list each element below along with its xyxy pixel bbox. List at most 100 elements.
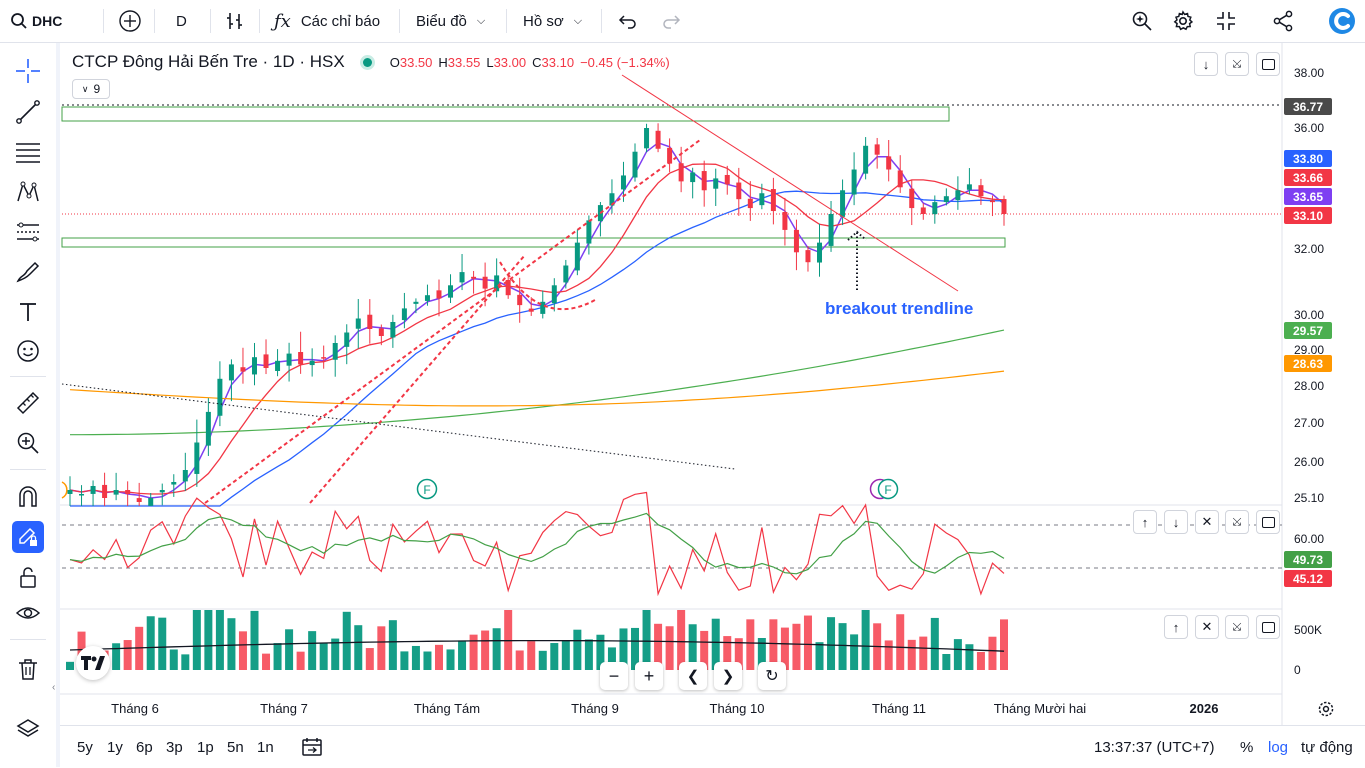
brush-icon — [16, 261, 40, 283]
chevron-down-icon: ⌵ — [573, 14, 583, 27]
pane-move-down-button[interactable]: ↓ — [1194, 52, 1218, 76]
auto-toggle[interactable]: tự động — [1301, 738, 1353, 756]
rsi-close-button[interactable]: ✕ — [1195, 510, 1219, 534]
candle — [401, 292, 407, 329]
magic-search-icon — [1132, 11, 1152, 31]
vol-move-up-button[interactable]: ↑ — [1164, 615, 1188, 639]
forecast-tool[interactable] — [14, 218, 42, 246]
volume-bar — [469, 634, 478, 670]
emoji-tool[interactable] — [14, 337, 42, 365]
brush-tool[interactable] — [14, 258, 42, 286]
fib-retracement-icon — [16, 143, 40, 163]
volume-bar — [642, 610, 651, 670]
candle — [471, 270, 477, 294]
range-button[interactable]: 1n — [257, 738, 274, 756]
crosshair-tool[interactable] — [14, 57, 42, 85]
close-icon: ✕ — [1201, 514, 1213, 529]
rsi-move-down-button[interactable]: ↓ — [1164, 510, 1188, 534]
zoom-in-button[interactable]: + — [635, 662, 663, 690]
chart-title[interactable]: CTCP Đông Hải Bến Tre · 1D · HSX — [72, 52, 345, 71]
volume-bar — [988, 636, 997, 670]
profile-menu[interactable]: Hồ sơ ⌵ — [523, 12, 583, 30]
rsi-move-up-button[interactable]: ↑ — [1133, 510, 1157, 534]
sidebar-collapse-handle[interactable]: ‹ — [52, 682, 56, 693]
candle — [125, 481, 131, 506]
volume-bar — [538, 650, 547, 670]
fib-tool[interactable] — [14, 138, 42, 166]
share-button[interactable] — [1272, 0, 1294, 42]
bottom-toolbar: 5y 1y 6p 3p 1p 5n 1n 13:37:37 (UTC+7) % log tự… — [60, 725, 1365, 768]
chart-legend: CTCP Đông Hải Bến Tre · 1D · HSX O 33.50 … — [72, 52, 670, 72]
candle — [793, 219, 799, 271]
redo-button[interactable] — [661, 0, 681, 42]
lock-tool[interactable] — [14, 563, 42, 591]
pencil-lock-icon — [19, 527, 37, 546]
breakout-annotation[interactable]: breakout trendline — [825, 299, 974, 318]
range-button[interactable]: 1p — [197, 738, 214, 756]
lock-drawings-tool[interactable] — [12, 521, 44, 553]
pane-collapse-button[interactable]: ⤩ — [1225, 52, 1249, 76]
bar-style-button[interactable] — [225, 0, 245, 42]
chart-type-menu[interactable]: Biểu đồ ⌵ — [416, 12, 486, 30]
reset-chart-button[interactable]: ↻ — [758, 662, 786, 690]
volume-bar — [492, 628, 501, 670]
trendline-tool[interactable] — [14, 98, 42, 126]
hide-tool[interactable] — [14, 599, 42, 627]
interval-button[interactable]: D — [176, 12, 187, 30]
candle — [736, 167, 742, 216]
clock-display[interactable]: 13:37:37 (UTC+7) — [1094, 738, 1215, 756]
vol-close-button[interactable]: ✕ — [1195, 615, 1219, 639]
candle — [609, 179, 615, 214]
candle — [194, 419, 200, 487]
candle — [966, 168, 972, 195]
candle — [713, 168, 719, 206]
volume-bar — [238, 631, 247, 670]
support-zone — [61, 237, 1006, 248]
volume-bar — [919, 636, 928, 670]
zoom-in-icon — [17, 432, 39, 454]
delete-tool[interactable] — [14, 655, 42, 683]
text-tool[interactable] — [14, 298, 42, 326]
pane-maximize-button[interactable] — [1256, 52, 1280, 76]
candle — [136, 482, 142, 506]
collapse-icon: ⤩ — [1232, 515, 1242, 528]
pattern-tool[interactable] — [14, 178, 42, 206]
zoom-out-button[interactable]: − — [600, 662, 628, 690]
candle — [309, 348, 315, 377]
quick-search-button[interactable] — [1131, 0, 1153, 42]
zoom-tool[interactable] — [14, 429, 42, 457]
magnet-tool[interactable] — [14, 483, 42, 511]
range-button[interactable]: 1y — [107, 738, 123, 756]
scroll-left-button[interactable]: ❮ — [679, 662, 707, 690]
vol-collapse-button[interactable]: ⤩ — [1225, 615, 1249, 639]
volume-bar — [619, 628, 628, 670]
percent-toggle[interactable]: % — [1240, 738, 1254, 756]
close-label: C — [532, 54, 542, 70]
range-button[interactable]: 5n — [227, 738, 244, 756]
symbol-name: DHC — [32, 13, 63, 29]
object-tree-tool[interactable] — [14, 715, 42, 743]
vol-maximize-button[interactable] — [1256, 615, 1280, 639]
settings-button[interactable] — [1172, 0, 1194, 42]
app-logo[interactable] — [1328, 0, 1356, 42]
log-toggle[interactable]: log — [1268, 738, 1289, 756]
rsi-maximize-button[interactable] — [1256, 510, 1280, 534]
range-button[interactable]: 3p — [166, 738, 183, 756]
range-button[interactable]: 5y — [77, 738, 93, 756]
undo-button[interactable] — [618, 0, 638, 42]
layers-icon — [16, 719, 40, 737]
tradingview-logo[interactable] — [76, 646, 110, 680]
time-axis-settings-button[interactable] — [1317, 700, 1337, 720]
compare-button[interactable] — [118, 0, 142, 42]
fullscreen-button[interactable] — [1215, 0, 1237, 42]
measure-tool[interactable] — [14, 389, 42, 417]
dividend-marker-2: F — [884, 483, 891, 497]
range-button[interactable]: 6p — [136, 738, 153, 756]
date-range-button[interactable] — [301, 726, 323, 768]
legend-collapse-button[interactable]: ∨ 9 — [72, 79, 110, 99]
rsi-collapse-button[interactable]: ⤩ — [1225, 510, 1249, 534]
symbol-search[interactable]: DHC — [10, 0, 62, 42]
scroll-right-button[interactable]: ❯ — [714, 662, 742, 690]
indicators-button[interactable]: ƒx Các chỉ báo — [274, 10, 381, 32]
